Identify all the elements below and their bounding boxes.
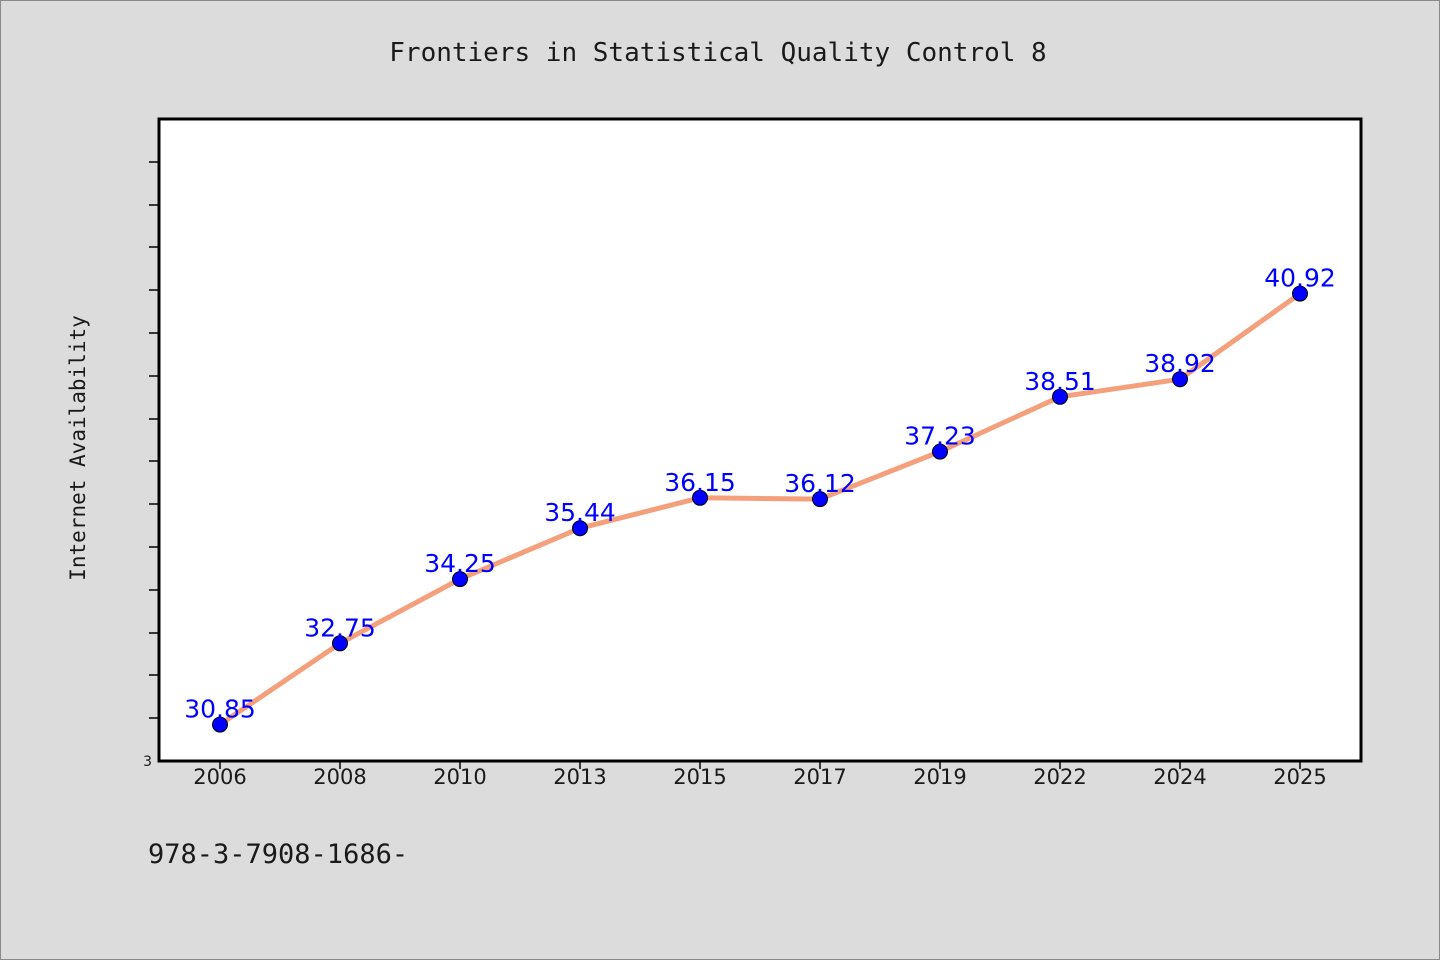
data-label: 32.75 [304, 613, 376, 642]
y-axis-label: Internet Availability [66, 315, 90, 581]
data-point [932, 443, 948, 460]
x-tick-label: 2013 [553, 765, 606, 789]
series-line [217, 291, 1303, 728]
data-point [692, 489, 708, 506]
data-point [212, 716, 228, 733]
x-tick-label: 2017 [793, 765, 846, 789]
x-tick-label: 2010 [433, 765, 486, 789]
data-label: 40.92 [1264, 264, 1336, 293]
data-point [332, 635, 348, 652]
data-label: 34.25 [424, 549, 496, 578]
data-point [812, 491, 828, 508]
x-tick-label: 2024 [1153, 765, 1206, 789]
x-tick-label: 2025 [1273, 765, 1326, 789]
data-point [1172, 371, 1188, 388]
data-point [1292, 285, 1308, 302]
data-point [1052, 388, 1068, 405]
x-tick-label: 2008 [313, 765, 366, 789]
data-point [452, 571, 468, 588]
isbn-caption: 978-3-7908-1686- [148, 839, 408, 870]
data-label: 36.15 [664, 468, 736, 497]
chart-title: Frontiers in Statistical Quality Control… [389, 38, 1046, 68]
plot-area [157, 117, 1363, 763]
x-tick-label: 2015 [673, 765, 726, 789]
data-label: 36.12 [784, 469, 856, 498]
x-tick-label: 2006 [193, 765, 246, 789]
data-label: 35.44 [544, 498, 616, 527]
data-labels: 30.85 32.75 34.25 35.44 36.15 36.12 37.23 38.51… [184, 264, 1336, 724]
x-tick-label: 2019 [913, 765, 966, 789]
data-label: 37.23 [904, 422, 976, 451]
y-axis-ticks [149, 161, 158, 719]
data-label: 38.92 [1144, 349, 1216, 378]
y-tick-label: 3 [143, 754, 152, 770]
data-label: 38.51 [1024, 367, 1096, 396]
x-axis-ticks: 2006 2008 2010 2013 2015 2017 2019 2022 2024 2025 [193, 761, 1327, 789]
data-point [572, 520, 588, 537]
x-tick-label: 2022 [1033, 765, 1086, 789]
data-markers [212, 285, 1308, 733]
data-label: 30.85 [184, 695, 256, 724]
